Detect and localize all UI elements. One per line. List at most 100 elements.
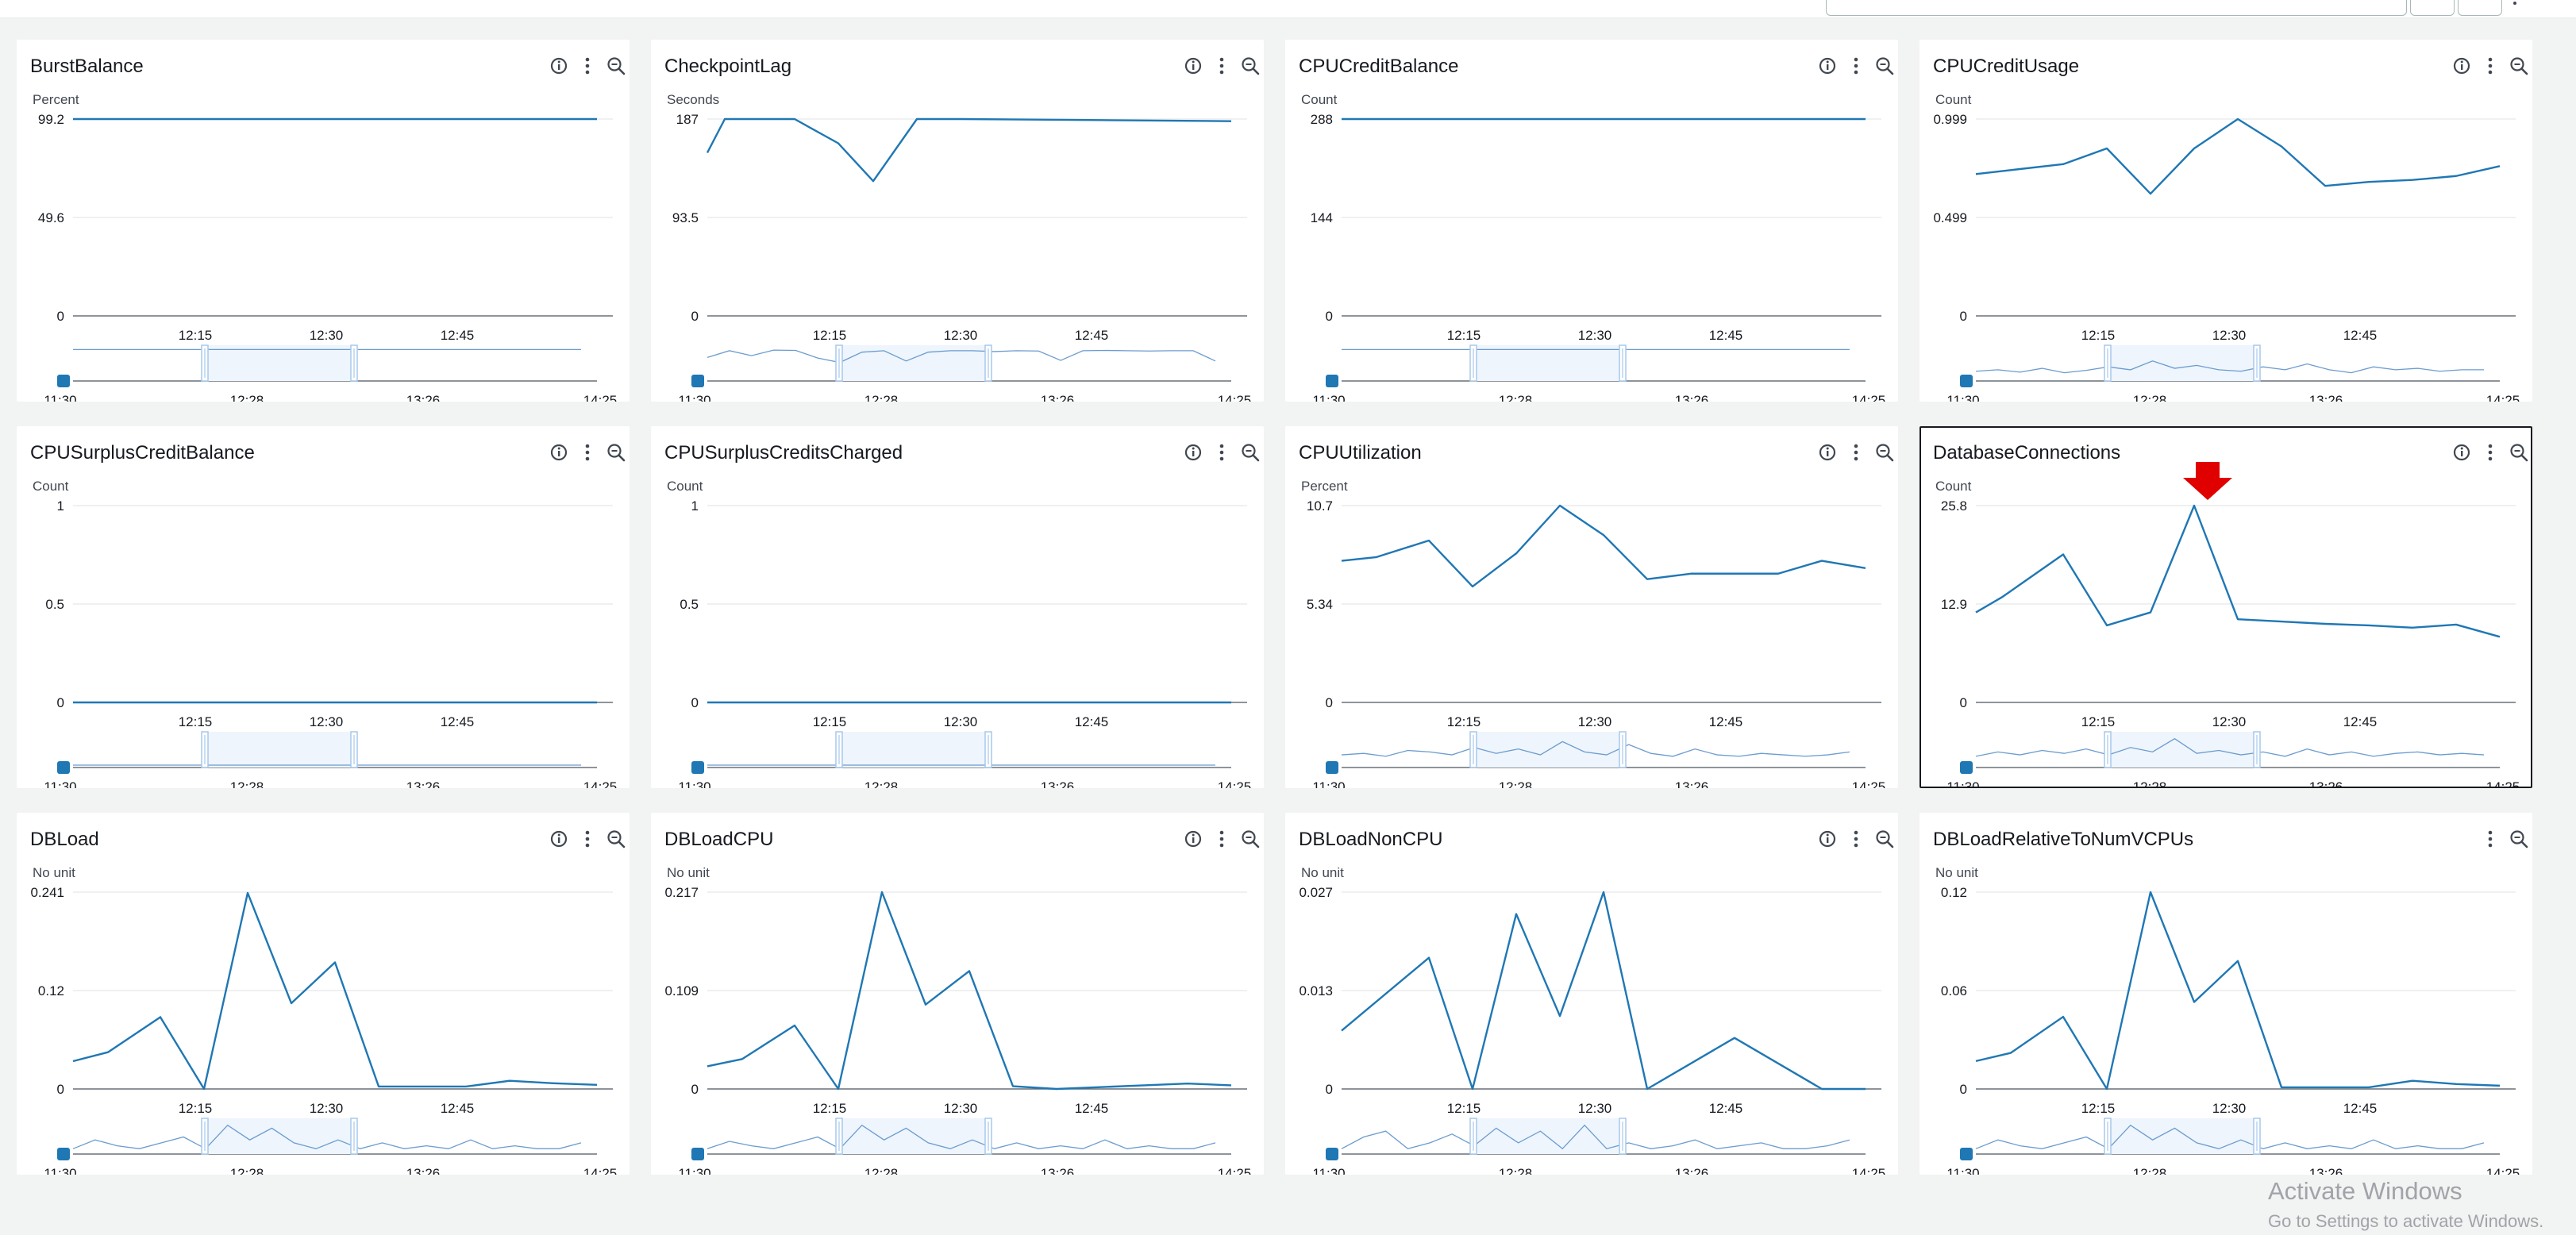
info-icon[interactable]	[1816, 441, 1839, 464]
zoom-out-icon[interactable]	[604, 827, 628, 851]
metric-panel[interactable]: CPUSurplusCreditsCharged Count 1 0.5 0 12:15 1…	[651, 426, 1264, 788]
metric-panel[interactable]: DatabaseConnections Count 25.8 12.9 0 12:15 12…	[1919, 426, 2532, 788]
x-tick-label: 12:15	[813, 328, 847, 343]
kebab-menu-icon[interactable]	[2478, 441, 2502, 464]
y-axis-unit: Count	[1935, 479, 1972, 494]
metric-chart[interactable]: 288 144 0 12:15 12:30 12:45 11:30 12:28 13:26 14:…	[1285, 40, 1898, 402]
navigator-window[interactable]	[2108, 732, 2257, 768]
x-tick-label: 12:45	[441, 1101, 475, 1116]
legend-swatch[interactable]	[1326, 1148, 1338, 1160]
y-axis-unit: Percent	[33, 92, 79, 107]
legend-swatch[interactable]	[57, 375, 70, 387]
navigator-window[interactable]	[1473, 1118, 1623, 1154]
metric-chart[interactable]: 99.2 49.6 0 12:15 12:30 12:45 11:30 12:28 13:26 1…	[17, 40, 630, 402]
legend-swatch[interactable]	[691, 1148, 704, 1160]
info-icon[interactable]	[547, 441, 571, 464]
info-icon[interactable]	[2450, 441, 2474, 464]
legend-swatch[interactable]	[1960, 761, 1973, 774]
zoom-out-icon[interactable]	[2507, 827, 2531, 851]
metric-panel[interactable]: DBLoad No unit 0.241 0.12 0 12:15 12:30 12:45 11…	[17, 813, 630, 1175]
metric-chart[interactable]: 0.217 0.109 0 12:15 12:30 12:45 11:30 12:28 13:2…	[651, 813, 1264, 1175]
kebab-menu-icon[interactable]	[576, 827, 599, 851]
more-options-icon[interactable]	[2513, 2, 2516, 5]
metric-panel[interactable]: CPUCreditBalance Count 288 144 0 12:15 12:30 12…	[1285, 40, 1898, 402]
navigator-window[interactable]	[839, 1118, 988, 1154]
metric-panel[interactable]: DBLoadRelativeToNumVCPUs No unit 0.12 0.06 0…	[1919, 813, 2532, 1175]
info-icon[interactable]	[1181, 54, 1205, 78]
zoom-out-icon[interactable]	[2507, 441, 2531, 464]
navigator-tick-label: 14:25	[1218, 1166, 1252, 1175]
metric-chart[interactable]: 25.8 12.9 0 12:15 12:30 12:45 11:30 12:28 13:26 1…	[1919, 426, 2532, 788]
navigator-tick-label: 13:26	[1675, 779, 1709, 788]
series-line	[1341, 891, 1866, 1091]
metric-chart[interactable]: 0.12 0.06 0 12:15 12:30 12:45 11:30 12:28 13:26 1…	[1919, 813, 2532, 1175]
navigator-window[interactable]	[1473, 345, 1623, 381]
navigator-window[interactable]	[839, 732, 988, 768]
time-range-selector[interactable]	[1826, 0, 2407, 16]
metric-panel[interactable]: CPUUtilization Percent 10.7 5.34 0 12:15 12:30…	[1285, 426, 1898, 788]
navigator-window[interactable]	[2108, 345, 2257, 381]
navigator-window[interactable]	[1473, 732, 1623, 768]
metric-chart[interactable]: 0.999 0.499 0 12:15 12:30 12:45 11:30 12:28 13:2…	[1919, 40, 2532, 402]
zoom-out-icon[interactable]	[1873, 441, 1896, 464]
navigator-window[interactable]	[205, 345, 354, 381]
kebab-menu-icon[interactable]	[2478, 54, 2502, 78]
legend-swatch[interactable]	[1326, 375, 1338, 387]
info-icon[interactable]	[1181, 827, 1205, 851]
navigator-tick-label: 12:28	[1499, 779, 1533, 788]
legend-swatch[interactable]	[691, 761, 704, 774]
kebab-menu-icon[interactable]	[1210, 827, 1234, 851]
kebab-menu-icon[interactable]	[2478, 827, 2502, 851]
kebab-menu-icon[interactable]	[1844, 827, 1868, 851]
metric-panel[interactable]: CPUCreditUsage Count 0.999 0.499 0 12:15 12:30…	[1919, 40, 2532, 402]
legend-swatch[interactable]	[57, 1148, 70, 1160]
info-icon[interactable]	[547, 54, 571, 78]
kebab-menu-icon[interactable]	[1844, 54, 1868, 78]
refresh-options-button[interactable]	[2458, 0, 2502, 16]
kebab-menu-icon[interactable]	[576, 54, 599, 78]
zoom-out-icon[interactable]	[2507, 54, 2531, 78]
y-axis-unit: Count	[1301, 92, 1338, 107]
kebab-menu-icon[interactable]	[1210, 441, 1234, 464]
info-icon[interactable]	[547, 827, 571, 851]
legend-swatch[interactable]	[1960, 375, 1973, 387]
legend-swatch[interactable]	[691, 375, 704, 387]
legend-swatch[interactable]	[57, 761, 70, 774]
info-icon[interactable]	[1181, 441, 1205, 464]
zoom-out-icon[interactable]	[1238, 827, 1262, 851]
info-icon[interactable]	[1816, 54, 1839, 78]
metric-panel[interactable]: DBLoadNonCPU No unit 0.027 0.013 0 12:15 12:30…	[1285, 813, 1898, 1175]
navigator-tick-label: 11:30	[44, 393, 76, 402]
legend-swatch[interactable]	[1326, 761, 1338, 774]
x-tick-label: 12:30	[944, 714, 978, 729]
refresh-button[interactable]	[2410, 0, 2455, 16]
metric-chart[interactable]: 0.027 0.013 0 12:15 12:30 12:45 11:30 12:28 13:2…	[1285, 813, 1898, 1175]
metric-panel[interactable]: CheckpointLag Seconds 187 93.5 0 12:15 12:30 12…	[651, 40, 1264, 402]
x-tick-label: 12:15	[2081, 714, 2116, 729]
navigator-tick-label: 11:30	[1946, 393, 1979, 402]
metric-chart[interactable]: 0.241 0.12 0 12:15 12:30 12:45 11:30 12:28 13:26…	[17, 813, 630, 1175]
metric-chart[interactable]: 1 0.5 0 12:15 12:30 12:45 11:30 12:28 13:26 14:25	[17, 426, 630, 788]
kebab-menu-icon[interactable]	[576, 441, 599, 464]
y-tick-label: 0	[1326, 1082, 1333, 1097]
zoom-out-icon[interactable]	[1238, 54, 1262, 78]
zoom-out-icon[interactable]	[604, 441, 628, 464]
info-icon[interactable]	[1816, 827, 1839, 851]
zoom-out-icon[interactable]	[1238, 441, 1262, 464]
zoom-out-icon[interactable]	[1873, 54, 1896, 78]
metric-panel[interactable]: BurstBalance Percent 99.2 49.6 0 12:15 12:30 12…	[17, 40, 630, 402]
metric-panel[interactable]: DBLoadCPU No unit 0.217 0.109 0 12:15 12:30 12:…	[651, 813, 1264, 1175]
kebab-menu-icon[interactable]	[1210, 54, 1234, 78]
zoom-out-icon[interactable]	[1873, 827, 1896, 851]
metric-panel[interactable]: CPUSurplusCreditBalance Count 1 0.5 0 12:15 12…	[17, 426, 630, 788]
metric-chart[interactable]: 187 93.5 0 12:15 12:30 12:45 11:30 12:28 13:26 14…	[651, 40, 1264, 402]
legend-swatch[interactable]	[1960, 1148, 1973, 1160]
metric-chart[interactable]: 10.7 5.34 0 12:15 12:30 12:45 11:30 12:28 13:26 1…	[1285, 426, 1898, 788]
navigator-window[interactable]	[205, 1118, 354, 1154]
kebab-menu-icon[interactable]	[1844, 441, 1868, 464]
navigator-window[interactable]	[205, 732, 354, 768]
info-icon[interactable]	[2450, 54, 2474, 78]
metric-chart[interactable]: 1 0.5 0 12:15 12:30 12:45 11:30 12:28 13:26 14:25	[651, 426, 1264, 788]
navigator-window[interactable]	[2108, 1118, 2257, 1154]
zoom-out-icon[interactable]	[604, 54, 628, 78]
